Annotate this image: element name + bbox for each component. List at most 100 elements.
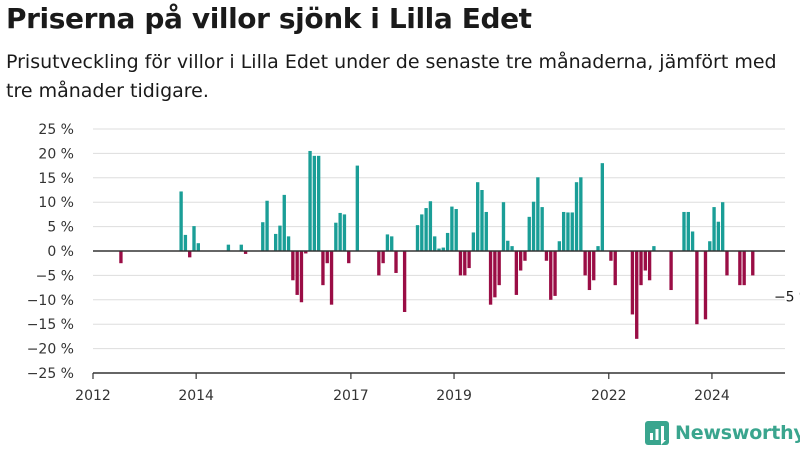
- bar-negative: [493, 251, 497, 298]
- chart-title: Priserna på villor sjönk i Lilla Edet: [6, 2, 532, 35]
- bar-negative: [647, 251, 652, 281]
- bar-positive: [226, 244, 231, 251]
- bar-negative: [523, 251, 527, 261]
- data-label-latest: −5 %: [774, 289, 800, 305]
- bar-negative: [549, 251, 553, 300]
- y-tick-label: −10 %: [27, 293, 74, 309]
- bar-positive: [441, 247, 445, 251]
- bar-positive: [183, 234, 188, 251]
- bar-positive: [561, 211, 566, 251]
- axes: [92, 250, 785, 379]
- y-tick-label: −15 %: [27, 317, 74, 333]
- bar-positive: [334, 222, 338, 251]
- bar-positive: [596, 246, 600, 251]
- bar-positive: [557, 241, 562, 251]
- bar-positive: [424, 208, 428, 251]
- bar-negative: [321, 251, 325, 286]
- bar-negative: [119, 251, 123, 264]
- bar-negative: [243, 251, 248, 254]
- bar-positive: [385, 234, 390, 251]
- bar-positive: [355, 165, 360, 251]
- bar-positive: [308, 150, 312, 251]
- bar-negative: [514, 251, 519, 295]
- y-tick-label: 5 %: [47, 220, 74, 236]
- x-tick-label: 2017: [333, 388, 369, 404]
- bar-positive: [652, 246, 656, 251]
- bar-negative: [583, 251, 587, 276]
- bar-negative: [613, 251, 617, 286]
- bar-positive: [566, 212, 570, 251]
- bar-positive: [316, 155, 321, 251]
- y-tick-label: 0 %: [47, 244, 74, 260]
- newsworthy-logo-icon: [645, 421, 669, 445]
- x-tick-label: 2012: [75, 388, 111, 404]
- bar-positive: [261, 222, 265, 251]
- bar-positive: [192, 226, 196, 251]
- bar-negative: [738, 251, 742, 286]
- bar-negative: [587, 251, 592, 291]
- y-tick-label: −20 %: [27, 342, 74, 358]
- bar-positive: [536, 177, 540, 251]
- bar-negative: [725, 251, 729, 276]
- bar-negative: [751, 251, 755, 276]
- bar-positive: [179, 191, 183, 251]
- tick-labels: 25 % 20 % 15 % 10 % 5 % 0 % −5 % −10 % −15 % −20 …: [27, 122, 800, 404]
- bar-positive: [527, 216, 531, 251]
- bar-negative: [299, 251, 304, 303]
- bar-positive: [433, 236, 437, 251]
- bar-positive: [600, 163, 604, 251]
- bar-negative: [295, 251, 299, 295]
- y-tick-label: −5 %: [36, 268, 74, 284]
- bar-positive: [579, 177, 583, 251]
- bar-negative: [592, 251, 596, 281]
- bar-positive: [342, 214, 347, 251]
- bar-positive: [682, 211, 686, 251]
- bar-negative: [609, 251, 613, 261]
- bar-positive: [273, 233, 278, 251]
- bar-negative: [467, 251, 471, 269]
- bar-positive: [510, 246, 514, 251]
- bar-negative: [553, 251, 557, 296]
- bar-negative: [458, 251, 463, 276]
- bar-negative: [742, 251, 746, 286]
- x-tick-label: 2024: [694, 388, 730, 404]
- bar-positive: [712, 207, 716, 251]
- bar-positive: [686, 211, 690, 251]
- x-tick-label: 2022: [591, 388, 627, 404]
- bar-positive: [286, 236, 291, 251]
- bar-positive: [484, 211, 488, 251]
- bar-negative: [304, 251, 308, 254]
- bar-positive: [282, 194, 286, 251]
- bar-negative: [639, 251, 643, 286]
- bar-negative: [497, 251, 501, 286]
- bar-positive: [716, 221, 721, 251]
- bar-positive: [239, 244, 243, 251]
- bar-positive: [196, 243, 200, 251]
- bar-negative: [291, 251, 295, 281]
- x-tick-label: 2019: [436, 388, 472, 404]
- bar-positive: [428, 201, 433, 251]
- bar-negative: [377, 251, 381, 276]
- bar-negative: [381, 251, 385, 264]
- bar-positive: [480, 190, 484, 251]
- chart-subtitle: Prisutveckling för villor i Lilla Edet u…: [6, 51, 777, 102]
- bar-negative: [630, 251, 635, 315]
- y-tick-label: 15 %: [38, 171, 74, 187]
- grid-lines: [93, 128, 785, 374]
- bar-negative: [329, 251, 334, 305]
- bars: [119, 150, 755, 339]
- bar-positive: [708, 241, 712, 251]
- y-tick-label: 10 %: [38, 195, 74, 211]
- bar-positive: [531, 201, 536, 251]
- bar-positive: [721, 202, 725, 251]
- bar-positive: [445, 232, 450, 251]
- bar-negative: [394, 251, 398, 273]
- y-tick-label: 25 %: [38, 122, 74, 138]
- bar-positive: [471, 232, 476, 251]
- bar-positive: [450, 206, 454, 251]
- bar-positive: [574, 182, 579, 251]
- y-tick-label: −25 %: [27, 366, 74, 382]
- bar-negative: [643, 251, 647, 271]
- brand-name: Newsworthy: [675, 422, 800, 444]
